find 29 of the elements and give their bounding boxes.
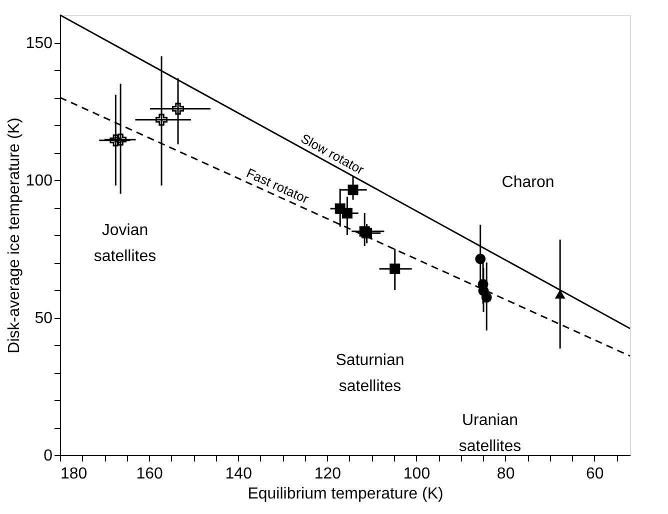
point [475, 254, 486, 264]
y-tick-label: 0 [44, 448, 53, 464]
x-tick-label: 80 [496, 466, 515, 482]
annotation: Charon [502, 174, 554, 191]
x-tick-label: 120 [314, 466, 342, 482]
y-tick-label: 150 [26, 35, 53, 52]
x-tick-label: 100 [403, 466, 430, 482]
x-tick-label: 140 [225, 466, 252, 482]
point [362, 228, 372, 238]
x-tick-label: 60 [586, 466, 604, 482]
annotation: Saturnian satellites [336, 352, 404, 395]
annotation: Jovian satellites [94, 222, 156, 265]
y-tick-label: 50 [34, 310, 53, 327]
point [342, 208, 352, 219]
point [114, 134, 127, 146]
y-axis-title: Disk-average ice temperature (K) [6, 118, 23, 354]
x-tick-label: 180 [60, 466, 88, 482]
x-tick-label: 160 [136, 466, 164, 482]
x-axis-title: Equilibrium temperature (K) [248, 486, 444, 502]
point [172, 102, 184, 115]
text: Fast rotator [244, 165, 312, 207]
annotation: Uranian satellites [458, 412, 522, 455]
point [554, 290, 566, 299]
point [348, 184, 358, 196]
point [481, 292, 492, 303]
point [390, 264, 400, 274]
point [110, 134, 122, 146]
y-tick-label: 100 [26, 172, 53, 190]
point [156, 114, 168, 126]
